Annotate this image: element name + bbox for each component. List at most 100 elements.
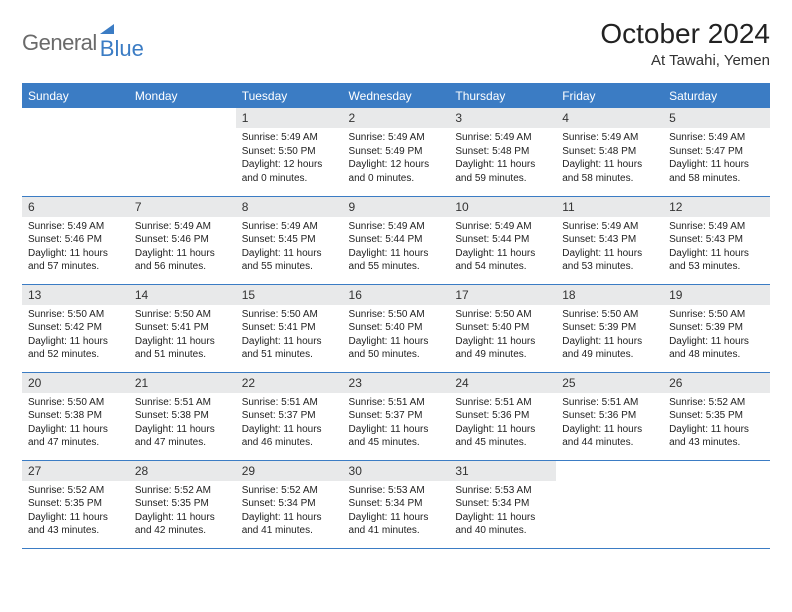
calendar-day-cell: [22, 108, 129, 196]
day-number: 29: [236, 461, 343, 481]
day-details: Sunrise: 5:51 AMSunset: 5:36 PMDaylight:…: [449, 393, 556, 455]
calendar-week-row: 13Sunrise: 5:50 AMSunset: 5:42 PMDayligh…: [22, 284, 770, 372]
day-number: 25: [556, 373, 663, 393]
calendar-table: Sunday Monday Tuesday Wednesday Thursday…: [22, 83, 770, 549]
calendar-day-cell: 21Sunrise: 5:51 AMSunset: 5:38 PMDayligh…: [129, 372, 236, 460]
day-number: 19: [663, 285, 770, 305]
weekday-header: Wednesday: [343, 84, 450, 109]
day-details: Sunrise: 5:49 AMSunset: 5:50 PMDaylight:…: [236, 128, 343, 190]
day-details: Sunrise: 5:53 AMSunset: 5:34 PMDaylight:…: [343, 481, 450, 543]
day-number: 28: [129, 461, 236, 481]
weekday-header: Thursday: [449, 84, 556, 109]
day-number: 26: [663, 373, 770, 393]
page-subtitle: At Tawahi, Yemen: [600, 52, 770, 69]
calendar-day-cell: 15Sunrise: 5:50 AMSunset: 5:41 PMDayligh…: [236, 284, 343, 372]
day-details: Sunrise: 5:52 AMSunset: 5:35 PMDaylight:…: [22, 481, 129, 543]
day-number: 9: [343, 197, 450, 217]
day-details: Sunrise: 5:51 AMSunset: 5:36 PMDaylight:…: [556, 393, 663, 455]
day-number: 17: [449, 285, 556, 305]
day-details: Sunrise: 5:49 AMSunset: 5:43 PMDaylight:…: [663, 217, 770, 279]
day-details: Sunrise: 5:49 AMSunset: 5:44 PMDaylight:…: [449, 217, 556, 279]
calendar-day-cell: 3Sunrise: 5:49 AMSunset: 5:48 PMDaylight…: [449, 108, 556, 196]
weekday-header: Tuesday: [236, 84, 343, 109]
day-details: Sunrise: 5:50 AMSunset: 5:42 PMDaylight:…: [22, 305, 129, 367]
day-number: 1: [236, 108, 343, 128]
calendar-day-cell: 1Sunrise: 5:49 AMSunset: 5:50 PMDaylight…: [236, 108, 343, 196]
logo-triangle-icon: Blue: [100, 24, 144, 62]
day-number: 5: [663, 108, 770, 128]
calendar-day-cell: 17Sunrise: 5:50 AMSunset: 5:40 PMDayligh…: [449, 284, 556, 372]
day-number: 11: [556, 197, 663, 217]
calendar-day-cell: 14Sunrise: 5:50 AMSunset: 5:41 PMDayligh…: [129, 284, 236, 372]
calendar-day-cell: 12Sunrise: 5:49 AMSunset: 5:43 PMDayligh…: [663, 196, 770, 284]
logo-word1: General: [22, 30, 97, 56]
weekday-header: Friday: [556, 84, 663, 109]
title-block: October 2024 At Tawahi, Yemen: [600, 18, 770, 69]
day-number: 30: [343, 461, 450, 481]
day-number: 8: [236, 197, 343, 217]
day-details: Sunrise: 5:50 AMSunset: 5:40 PMDaylight:…: [343, 305, 450, 367]
calendar-day-cell: 13Sunrise: 5:50 AMSunset: 5:42 PMDayligh…: [22, 284, 129, 372]
calendar-day-cell: [663, 460, 770, 548]
day-number: 27: [22, 461, 129, 481]
day-number: 24: [449, 373, 556, 393]
day-number: 18: [556, 285, 663, 305]
day-number: 15: [236, 285, 343, 305]
logo: General Blue: [22, 18, 144, 62]
calendar-day-cell: [556, 460, 663, 548]
calendar-day-cell: 18Sunrise: 5:50 AMSunset: 5:39 PMDayligh…: [556, 284, 663, 372]
calendar-day-cell: 24Sunrise: 5:51 AMSunset: 5:36 PMDayligh…: [449, 372, 556, 460]
calendar-day-cell: 2Sunrise: 5:49 AMSunset: 5:49 PMDaylight…: [343, 108, 450, 196]
calendar-day-cell: 23Sunrise: 5:51 AMSunset: 5:37 PMDayligh…: [343, 372, 450, 460]
day-details: Sunrise: 5:52 AMSunset: 5:34 PMDaylight:…: [236, 481, 343, 543]
calendar-day-cell: [129, 108, 236, 196]
day-details: Sunrise: 5:50 AMSunset: 5:38 PMDaylight:…: [22, 393, 129, 455]
day-details: Sunrise: 5:52 AMSunset: 5:35 PMDaylight:…: [663, 393, 770, 455]
day-number: 21: [129, 373, 236, 393]
calendar-day-cell: 26Sunrise: 5:52 AMSunset: 5:35 PMDayligh…: [663, 372, 770, 460]
calendar-day-cell: 29Sunrise: 5:52 AMSunset: 5:34 PMDayligh…: [236, 460, 343, 548]
day-details: Sunrise: 5:49 AMSunset: 5:44 PMDaylight:…: [343, 217, 450, 279]
weekday-header: Sunday: [22, 84, 129, 109]
day-details: Sunrise: 5:49 AMSunset: 5:47 PMDaylight:…: [663, 128, 770, 190]
day-details: Sunrise: 5:50 AMSunset: 5:39 PMDaylight:…: [663, 305, 770, 367]
calendar-day-cell: 25Sunrise: 5:51 AMSunset: 5:36 PMDayligh…: [556, 372, 663, 460]
calendar-day-cell: 16Sunrise: 5:50 AMSunset: 5:40 PMDayligh…: [343, 284, 450, 372]
calendar-day-cell: 5Sunrise: 5:49 AMSunset: 5:47 PMDaylight…: [663, 108, 770, 196]
calendar-day-cell: 7Sunrise: 5:49 AMSunset: 5:46 PMDaylight…: [129, 196, 236, 284]
calendar-week-row: 20Sunrise: 5:50 AMSunset: 5:38 PMDayligh…: [22, 372, 770, 460]
calendar-day-cell: 4Sunrise: 5:49 AMSunset: 5:48 PMDaylight…: [556, 108, 663, 196]
weekday-header: Saturday: [663, 84, 770, 109]
day-details: Sunrise: 5:50 AMSunset: 5:41 PMDaylight:…: [236, 305, 343, 367]
calendar-day-cell: 9Sunrise: 5:49 AMSunset: 5:44 PMDaylight…: [343, 196, 450, 284]
day-details: Sunrise: 5:49 AMSunset: 5:45 PMDaylight:…: [236, 217, 343, 279]
day-number: 13: [22, 285, 129, 305]
day-details: Sunrise: 5:51 AMSunset: 5:37 PMDaylight:…: [236, 393, 343, 455]
day-details: Sunrise: 5:49 AMSunset: 5:46 PMDaylight:…: [22, 217, 129, 279]
day-number: 4: [556, 108, 663, 128]
day-details: Sunrise: 5:53 AMSunset: 5:34 PMDaylight:…: [449, 481, 556, 543]
day-number: 14: [129, 285, 236, 305]
day-number: 31: [449, 461, 556, 481]
weekday-header: Monday: [129, 84, 236, 109]
logo-word2: Blue: [100, 36, 144, 62]
calendar-day-cell: 28Sunrise: 5:52 AMSunset: 5:35 PMDayligh…: [129, 460, 236, 548]
day-details: Sunrise: 5:49 AMSunset: 5:46 PMDaylight:…: [129, 217, 236, 279]
calendar-day-cell: 11Sunrise: 5:49 AMSunset: 5:43 PMDayligh…: [556, 196, 663, 284]
day-details: Sunrise: 5:49 AMSunset: 5:48 PMDaylight:…: [449, 128, 556, 190]
header: General Blue October 2024 At Tawahi, Yem…: [22, 18, 770, 69]
page-title: October 2024: [600, 18, 770, 50]
calendar-day-cell: 22Sunrise: 5:51 AMSunset: 5:37 PMDayligh…: [236, 372, 343, 460]
day-number: 16: [343, 285, 450, 305]
day-number: 12: [663, 197, 770, 217]
day-details: Sunrise: 5:49 AMSunset: 5:49 PMDaylight:…: [343, 128, 450, 190]
day-number: 3: [449, 108, 556, 128]
calendar-day-cell: 6Sunrise: 5:49 AMSunset: 5:46 PMDaylight…: [22, 196, 129, 284]
day-number: 23: [343, 373, 450, 393]
day-details: Sunrise: 5:51 AMSunset: 5:38 PMDaylight:…: [129, 393, 236, 455]
calendar-day-cell: 8Sunrise: 5:49 AMSunset: 5:45 PMDaylight…: [236, 196, 343, 284]
day-details: Sunrise: 5:49 AMSunset: 5:48 PMDaylight:…: [556, 128, 663, 190]
day-details: Sunrise: 5:51 AMSunset: 5:37 PMDaylight:…: [343, 393, 450, 455]
day-details: Sunrise: 5:52 AMSunset: 5:35 PMDaylight:…: [129, 481, 236, 543]
calendar-day-cell: 27Sunrise: 5:52 AMSunset: 5:35 PMDayligh…: [22, 460, 129, 548]
